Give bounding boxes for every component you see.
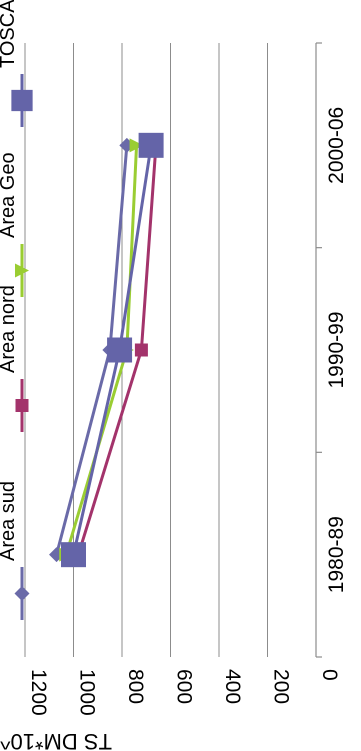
data-point	[129, 138, 144, 153]
data-point	[119, 137, 135, 153]
legend: Area sud Area nord Area Geo TOSCANA	[0, 0, 33, 620]
x-tick-label: 1990-99	[325, 311, 348, 388]
legend-marker	[15, 263, 29, 278]
legend-label: Area Geo	[0, 152, 19, 238]
y-tick-label: 0	[318, 669, 341, 681]
y-tick-label: 400	[221, 669, 244, 704]
data-point	[134, 343, 148, 357]
y-tick-label: 600	[173, 669, 196, 704]
y-tick-label: 1200	[27, 669, 50, 716]
data-point	[138, 132, 164, 158]
legend-marker	[15, 399, 29, 412]
y-tick-label: 800	[124, 669, 147, 704]
y-tick-label: 1000	[76, 669, 99, 716]
x-tick-label: 1980-89	[325, 516, 348, 593]
ticks-layer: 0 200 400 600 800 1000 1200 1980-89 1990-99 2000-…	[27, 107, 348, 716]
data-point	[61, 542, 86, 568]
legend-marker	[14, 586, 30, 601]
legend-marker	[11, 89, 33, 112]
x-tick-label: 2000-06	[325, 107, 348, 184]
data-point	[107, 337, 133, 363]
series-layer	[49, 132, 164, 568]
axes-layer	[315, 42, 322, 658]
legend-label: Area sud	[0, 481, 19, 561]
y-tick-label: 200	[270, 669, 293, 704]
legend-label: Area nord	[0, 285, 19, 373]
legend-label: TOSCANA	[0, 0, 19, 68]
y-axis-title: TS DM*10^5.	[0, 729, 112, 751]
